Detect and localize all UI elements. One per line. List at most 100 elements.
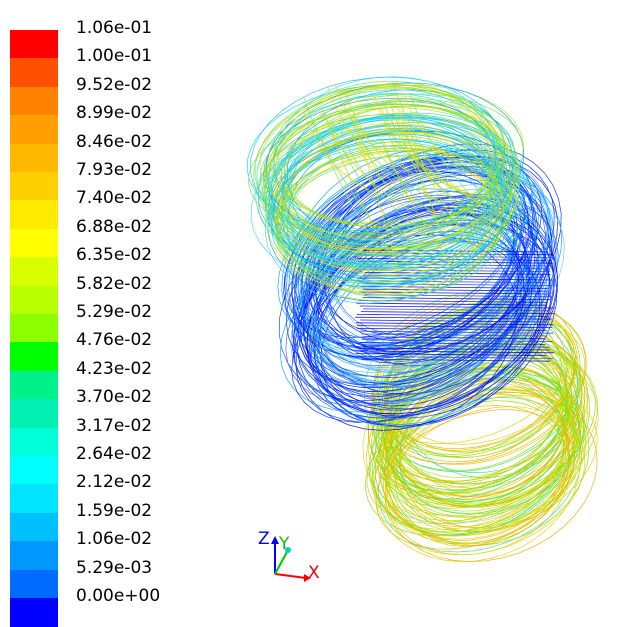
- pathline: [256, 93, 516, 240]
- pathline: [286, 190, 526, 385]
- pathline: [250, 125, 507, 287]
- pathline: [384, 406, 586, 556]
- pathline: [386, 303, 576, 452]
- y-axis-line: [274, 549, 289, 575]
- colorbar-label: 1.59e-02: [76, 500, 153, 521]
- pathline: [360, 330, 553, 334]
- colorbar-label: 6.88e-02: [76, 216, 153, 237]
- pathline: [355, 353, 547, 356]
- colorbar-label: 4.23e-02: [76, 358, 153, 379]
- colorbar-label: 4.76e-02: [76, 330, 153, 351]
- pathline: [393, 365, 586, 533]
- pathline: [380, 138, 450, 224]
- colorbar-swatch: [10, 342, 58, 371]
- pathline: [314, 203, 540, 385]
- pathline: [302, 208, 520, 388]
- pathline: [327, 87, 415, 202]
- colorbar-label: 1.06e-02: [76, 529, 153, 550]
- pathline: [361, 286, 548, 289]
- pathline: [398, 372, 585, 515]
- pathline: [271, 83, 494, 241]
- colorbar-swatch: [10, 257, 58, 286]
- colorbar-label: 9.52e-02: [76, 74, 153, 95]
- pathline: [322, 149, 555, 342]
- pathline: [362, 347, 551, 351]
- pathline: [274, 105, 516, 254]
- pathline: [395, 114, 471, 196]
- pathline: [393, 97, 442, 231]
- pathline: [306, 206, 558, 417]
- pathline: [364, 272, 551, 275]
- pathline: [384, 378, 571, 546]
- pathline: [294, 161, 534, 348]
- colorbar-label: 2.64e-02: [76, 444, 153, 464]
- pathline: [259, 87, 505, 224]
- pathline: [362, 288, 548, 292]
- colorbar-label: 5.29e-03: [76, 557, 153, 578]
- colorbar-label: 3.70e-02: [76, 387, 153, 408]
- pathline: [359, 305, 555, 309]
- colorbar-label: 3.17e-02: [76, 415, 153, 436]
- pathline: [356, 325, 552, 328]
- pathline: [358, 291, 548, 295]
- colorbar-label: 1.06e-01: [76, 18, 153, 38]
- pathline: [294, 188, 513, 378]
- pathline: [299, 167, 529, 358]
- pathline: [360, 333, 548, 337]
- y-arrow-head: [285, 547, 291, 553]
- pathline: [274, 156, 497, 284]
- pathline: [248, 107, 504, 234]
- colorbar-label: 8.99e-02: [76, 103, 153, 124]
- pathline: [371, 389, 575, 533]
- colorbar-label: 1.00e-01: [76, 46, 153, 67]
- colorbar-label: 7.40e-02: [76, 188, 153, 209]
- x-axis-line: [274, 573, 307, 579]
- pathline: [284, 154, 526, 338]
- colorbar-swatch: [10, 228, 58, 258]
- pathline: [306, 158, 549, 353]
- pathline: [402, 128, 491, 225]
- colorbar-swatch: [10, 86, 58, 116]
- pathline: [362, 297, 551, 300]
- pathline: [326, 118, 391, 256]
- pathline: [382, 100, 462, 205]
- pathline: [356, 269, 551, 272]
- pathline: [269, 141, 495, 282]
- pathline: [384, 123, 441, 205]
- colorbar-swatch: [10, 30, 58, 59]
- colorbar-label: 6.35e-02: [76, 245, 153, 266]
- pathline: [294, 234, 518, 431]
- pathline: [356, 328, 547, 331]
- pathline: [265, 116, 516, 269]
- colorbar-swatch: [10, 314, 58, 343]
- pathline: [297, 209, 519, 392]
- colorbar-swatch: [10, 285, 58, 315]
- pathline: [382, 138, 454, 267]
- colorbar-swatch: [10, 512, 58, 542]
- colorbar-swatch: [10, 569, 58, 599]
- pathline: [364, 294, 554, 298]
- colorbar-label: 5.82e-02: [76, 273, 153, 294]
- pathline: [392, 373, 582, 533]
- pathline: [263, 117, 504, 256]
- colorbar-label: 0.00e+00: [76, 586, 161, 606]
- colorbar-label: 5.29e-02: [76, 302, 153, 322]
- colorbar-swatch: [10, 484, 58, 513]
- pathline: [274, 128, 498, 268]
- colorbar-swatch: [10, 598, 58, 627]
- pathline: [302, 96, 371, 218]
- colorbar-swatch: [10, 541, 58, 570]
- colorbar-swatch: [10, 200, 58, 229]
- pathline: [334, 83, 417, 176]
- pathline: [339, 125, 427, 236]
- z-axis-label: Z: [258, 529, 270, 549]
- pathline: [375, 361, 567, 494]
- pathline: [356, 356, 553, 359]
- pathline: [262, 115, 520, 272]
- pathline: [373, 95, 442, 189]
- pathline: [362, 344, 550, 348]
- pathline: [380, 105, 468, 197]
- x-arrow-head: [304, 574, 311, 582]
- y-axis-label: Y: [278, 534, 290, 554]
- pathline: [386, 405, 571, 556]
